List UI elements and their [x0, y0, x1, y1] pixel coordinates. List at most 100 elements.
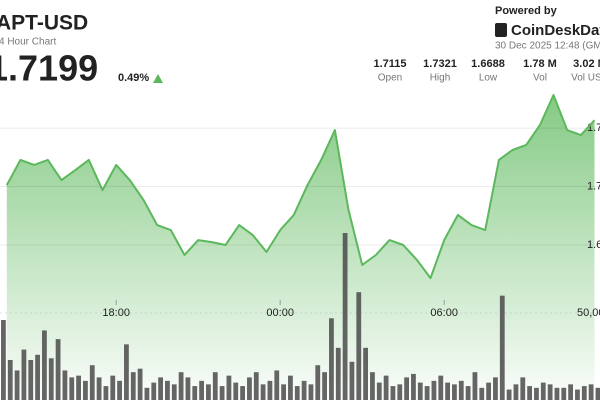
volume-bar	[513, 384, 519, 400]
volume-bar	[212, 372, 218, 400]
volume-bar	[1, 320, 6, 400]
volume-bar	[486, 382, 492, 400]
volume-bar	[240, 386, 245, 400]
plot-area: 1.68 1.70 1.72 18:00 00:00 06:00 50,000	[0, 94, 600, 400]
stat-label: Vol USD	[571, 73, 600, 84]
volume-bar	[397, 384, 403, 400]
volume-bar	[540, 382, 546, 400]
volume-bar	[342, 233, 348, 400]
volume-bar	[301, 380, 307, 400]
volume-bar	[21, 349, 27, 400]
volume-bar	[247, 377, 252, 400]
stat-value: 1.78 M	[523, 58, 557, 70]
stat-value: 1.6688	[471, 58, 505, 70]
brand: CoinDeskData	[511, 22, 600, 39]
volume-bar	[431, 380, 437, 400]
volume-bar	[83, 380, 88, 400]
volume-bar	[7, 360, 13, 400]
volume-bar	[117, 380, 122, 400]
symbol: APT-USD	[0, 12, 88, 35]
volume-bar	[185, 377, 191, 400]
volume-bar	[130, 372, 136, 400]
volume-bar	[363, 347, 368, 400]
y-tick-label: 1.72	[587, 122, 600, 134]
volume-bar	[124, 344, 129, 400]
volume-bar	[253, 372, 259, 400]
x-tick-label: 18:00	[102, 307, 130, 319]
volume-bar	[151, 382, 157, 400]
volume-bar	[42, 330, 47, 400]
subtitle: 4 Hour Chart	[0, 37, 56, 48]
volume-bar	[329, 318, 334, 400]
x-tick-label: 06:00	[430, 307, 458, 319]
brand-icon	[495, 23, 507, 37]
volume-bar	[452, 384, 457, 400]
change: 0.49%	[118, 72, 149, 84]
price-layer: 1.68 1.70 1.72 18:00 00:00 06:00	[0, 94, 600, 400]
volume-bar	[35, 354, 40, 400]
volume-bar	[465, 386, 471, 400]
volume-bar	[335, 347, 341, 400]
volume-bar	[14, 370, 20, 400]
volume-bar	[192, 386, 198, 400]
volume-bar	[165, 380, 170, 400]
volume-bar	[315, 365, 321, 400]
volume-bar	[233, 382, 239, 400]
volume-bar	[356, 292, 362, 400]
powered-by: Powered by	[495, 5, 558, 17]
volume-bar	[595, 387, 600, 400]
volume-bar	[110, 375, 116, 400]
volume-bar	[48, 358, 54, 400]
price-line	[5, 94, 596, 280]
volume-bar	[554, 387, 560, 400]
volume-bar	[534, 387, 539, 400]
volume-bar	[89, 365, 95, 400]
volume-bar	[171, 384, 177, 400]
volume-bar	[219, 386, 225, 400]
volume-bar	[294, 386, 300, 400]
volume-bar	[69, 377, 75, 400]
volume-bar	[520, 377, 526, 400]
header: APT-USD 4 Hour Chart 1.7199 0.49% Powere…	[0, 5, 600, 89]
x-tick-label: 00:00	[266, 307, 294, 319]
volume-bar	[267, 380, 273, 400]
stat-label: Vol	[533, 73, 547, 84]
volume-bar	[547, 384, 553, 400]
volume-bar	[438, 375, 444, 400]
volume-bar	[370, 372, 375, 400]
volume-bar	[96, 377, 102, 400]
volume-bar	[424, 386, 430, 400]
volume-bar	[499, 295, 505, 400]
volume-bar	[527, 386, 533, 400]
volume-bar	[158, 377, 163, 400]
volume-bar	[76, 375, 81, 400]
volume-bar	[226, 375, 232, 400]
volume-bar	[506, 389, 512, 400]
volume-bar	[199, 380, 204, 400]
volume-bar	[308, 384, 314, 400]
volume-bar	[383, 375, 389, 400]
volume-bar	[28, 360, 34, 400]
y-tick-label: 1.68	[587, 239, 600, 251]
volume-tick-label: 50,000	[577, 307, 600, 319]
price: 1.7199	[0, 48, 98, 89]
volume-bar	[404, 377, 409, 400]
volume-bar	[445, 382, 450, 400]
volume-bar	[479, 387, 485, 400]
volume-bar	[55, 339, 61, 400]
volume-bar	[322, 372, 327, 400]
volume-bar	[588, 384, 594, 400]
volume-bar	[581, 386, 587, 400]
volume-bar	[260, 384, 266, 400]
volume-bar	[458, 380, 464, 400]
volume-bar	[281, 384, 286, 400]
volume-bar	[472, 372, 478, 400]
volume-bar	[376, 382, 382, 400]
volume-bar	[568, 384, 574, 400]
stat-value: 3.02 M	[573, 58, 600, 70]
volume-bar	[206, 384, 211, 400]
volume-bar	[178, 372, 184, 400]
stat-value: 1.7115	[373, 58, 406, 70]
stat-label: Open	[378, 73, 402, 84]
